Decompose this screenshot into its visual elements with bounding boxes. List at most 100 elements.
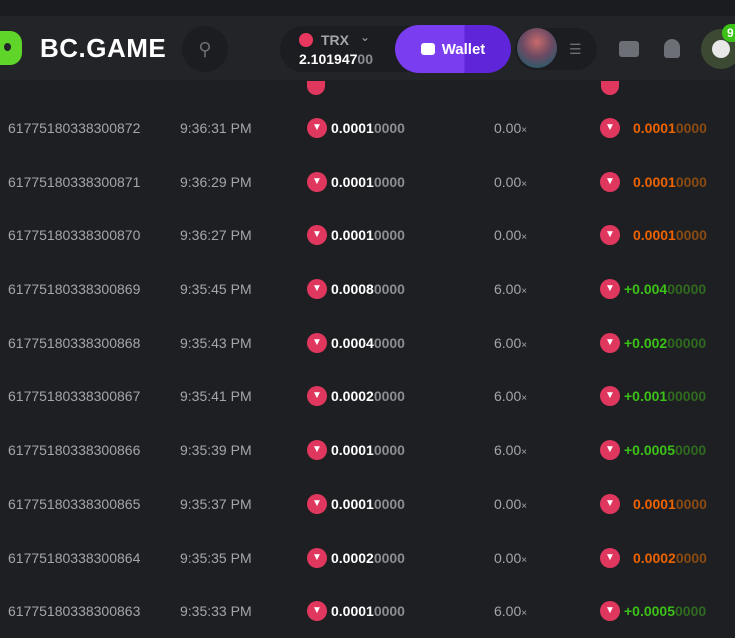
user-menu[interactable]: ☰ [515, 28, 597, 70]
bet-time: 9:35:35 PM [180, 549, 252, 566]
bet-time: 9:35:39 PM [180, 442, 252, 459]
bet-amount: 0.00010000 [331, 120, 405, 136]
bell-icon[interactable] [664, 39, 680, 58]
wallet-icon [420, 43, 435, 55]
mail-icon[interactable] [619, 41, 639, 57]
wallet-button[interactable]: Wallet [395, 25, 511, 73]
table-row[interactable]: 61775180338300872 9:36:31 PM ▼ 0.0001000… [0, 101, 735, 155]
search-button[interactable]: ⚲ [182, 26, 228, 72]
bet-amount: 0.00080000 [331, 281, 405, 298]
chat-badge: 9 [722, 24, 735, 42]
bet-time: 9:35:33 PM [180, 603, 252, 620]
balance-amount: 2.10194700 [299, 51, 373, 67]
bet-id[interactable]: 61775180338300868 [8, 334, 141, 351]
bet-amount: 0.00020000 [331, 388, 405, 405]
brand-name: BC.GAME [40, 32, 167, 63]
table-row[interactable]: 61775180338300868 9:35:43 PM ▼ 0.0004000… [0, 316, 735, 370]
table-row[interactable]: 61775180338300866 9:35:39 PM ▼ 0.0001000… [0, 423, 735, 477]
trx-icon: ▼ [307, 547, 327, 568]
header: BC.GAME ⚲ TRX ⌄ 2.10194700 Wallet ☰ 9 [0, 16, 735, 80]
payout-amount: +0.00050000 [624, 603, 707, 620]
bet-amount: 0.00010000 [331, 442, 405, 459]
payout-amount: 0.00020000 [633, 549, 707, 566]
trx-icon: ▼ [307, 225, 327, 246]
wallet-label: Wallet [441, 40, 486, 58]
bet-time: 9:36:27 PM [180, 227, 252, 244]
bet-time: 9:36:29 PM [180, 173, 252, 190]
trx-icon: ▼ [600, 332, 620, 353]
payout-amount: 0.00010000 [633, 495, 707, 512]
trx-icon [307, 81, 325, 95]
table-row[interactable]: 61775180338300864 9:35:35 PM ▼ 0.0002000… [0, 531, 735, 585]
bet-id[interactable]: 61775180338300864 [8, 549, 141, 566]
payout-amount: 0.00010000 [633, 120, 707, 136]
bet-time: 9:35:45 PM [180, 281, 252, 298]
bet-id[interactable]: 61775180338300866 [8, 442, 141, 459]
logo-icon [0, 31, 22, 65]
trx-icon: ▼ [600, 493, 620, 514]
bet-id[interactable]: 61775180338300871 [8, 173, 141, 190]
payout-amount: 0.00010000 [633, 227, 707, 244]
multiplier: 0.00× [494, 495, 528, 512]
bet-time: 9:35:41 PM [180, 388, 252, 405]
multiplier: 6.00× [494, 603, 528, 620]
bet-amount: 0.00010000 [331, 495, 405, 512]
trx-icon: ▼ [307, 332, 327, 353]
bet-id[interactable]: 61775180338300872 [8, 120, 141, 136]
payout-amount: +0.00200000 [624, 334, 707, 351]
trx-icon: ▼ [307, 440, 327, 461]
trx-icon: ▼ [307, 493, 327, 514]
trx-icon: ▼ [600, 118, 620, 138]
bet-amount: 0.00010000 [331, 227, 405, 244]
chat-icon [712, 40, 730, 58]
trx-icon: ▼ [600, 279, 620, 300]
chevron-down-icon: ⌄ [360, 30, 371, 44]
logo[interactable]: BC.GAME [0, 31, 166, 65]
trx-icon [299, 33, 313, 47]
bet-amount: 0.00020000 [331, 549, 405, 566]
trx-icon: ▼ [600, 601, 620, 622]
avatar[interactable] [517, 28, 557, 68]
payout-amount: +0.00100000 [624, 388, 707, 405]
bet-id[interactable]: 61775180338300863 [8, 603, 141, 620]
table-row[interactable]: 61775180338300863 9:35:33 PM ▼ 0.0001000… [0, 584, 735, 638]
multiplier: 0.00× [494, 173, 528, 190]
bet-list: 61775180338300872 9:36:31 PM ▼ 0.0001000… [0, 81, 735, 638]
trx-icon: ▼ [307, 171, 327, 192]
bet-id[interactable]: 61775180338300867 [8, 388, 141, 405]
multiplier: 6.00× [494, 388, 528, 405]
trx-icon: ▼ [307, 601, 327, 622]
payout-amount: +0.00400000 [624, 281, 707, 298]
bet-time: 9:35:37 PM [180, 495, 252, 512]
top-strip [0, 0, 735, 16]
table-row[interactable]: 61775180338300871 9:36:29 PM ▼ 0.0001000… [0, 155, 735, 209]
table-row[interactable]: 61775180338300869 9:35:45 PM ▼ 0.0008000… [0, 262, 735, 316]
table-row[interactable]: 61775180338300870 9:36:27 PM ▼ 0.0001000… [0, 208, 735, 262]
trx-icon: ▼ [307, 279, 327, 300]
table-row[interactable]: 61775180338300865 9:35:37 PM ▼ 0.0001000… [0, 477, 735, 531]
trx-icon: ▼ [307, 386, 327, 407]
multiplier: 6.00× [494, 442, 528, 459]
multiplier: 0.00× [494, 120, 528, 136]
payout-amount: +0.00050000 [624, 442, 707, 459]
bet-id[interactable]: 61775180338300865 [8, 495, 141, 512]
trx-icon: ▼ [600, 171, 620, 192]
trx-icon [601, 81, 619, 95]
multiplier: 0.00× [494, 549, 528, 566]
bet-id[interactable]: 61775180338300869 [8, 281, 141, 298]
bet-id[interactable]: 61775180338300870 [8, 227, 141, 244]
trx-icon: ▼ [600, 386, 620, 407]
bet-amount: 0.00010000 [331, 603, 405, 620]
payout-amount: 0.00010000 [633, 173, 707, 190]
trx-icon: ▼ [600, 547, 620, 568]
bet-amount: 0.00010000 [331, 173, 405, 190]
table-row[interactable]: 61775180338300867 9:35:41 PM ▼ 0.0002000… [0, 369, 735, 423]
currency-label: TRX [321, 32, 349, 48]
multiplier: 6.00× [494, 334, 528, 351]
multiplier: 6.00× [494, 281, 528, 298]
trx-icon: ▼ [600, 225, 620, 246]
menu-icon[interactable]: ☰ [569, 41, 582, 57]
bet-amount: 0.00040000 [331, 334, 405, 351]
search-icon: ⚲ [198, 38, 212, 59]
multiplier: 0.00× [494, 227, 528, 244]
